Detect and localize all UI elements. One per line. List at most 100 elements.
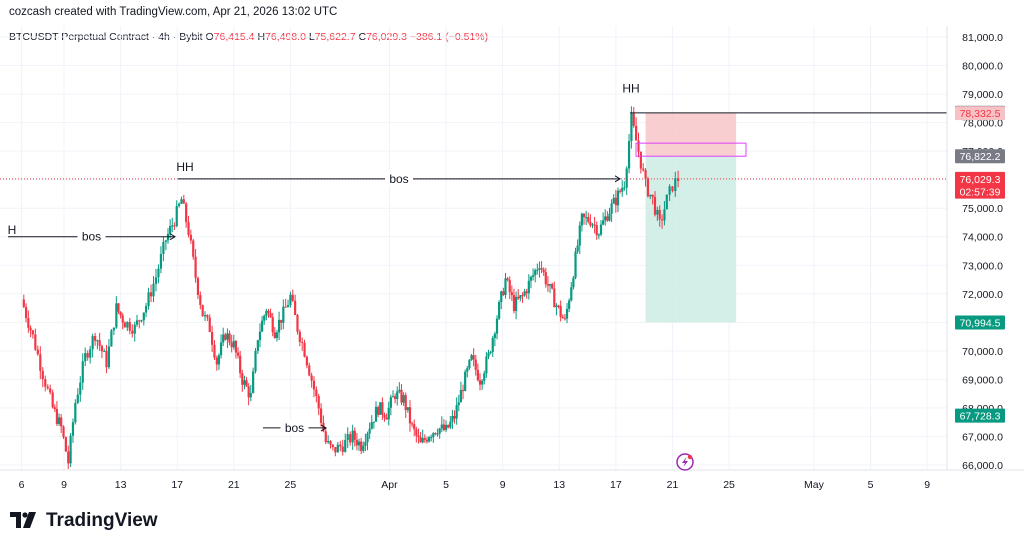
candle-body [440,424,443,429]
price-tag [955,149,1005,164]
candle-body [459,390,463,403]
price-tick-label: 80,000.0 [962,61,1003,73]
candle-body [474,359,477,370]
candle-body [128,321,131,331]
candle-body [370,422,373,429]
bos-label-bg [77,228,106,244]
candle-body [152,283,155,297]
candle-body [39,354,42,371]
price-tag-label: 02:57:39 [960,187,1001,199]
chart-caption: cozcash created with TradingView.com, Ap… [9,6,337,18]
swing-label: HH [176,160,193,174]
candle-body [514,296,518,311]
candle-body [555,305,558,308]
candle-body [258,331,262,341]
candle-body [294,300,297,315]
bos-label: bos [285,421,304,435]
candle-body [656,209,659,215]
candle-body [417,435,420,438]
candle-body [616,190,620,206]
candle-body [453,415,456,419]
candle-body [637,140,640,152]
candle-body [360,441,363,451]
candle-body [632,113,635,126]
candle-body [154,277,158,284]
candle-body [506,278,509,280]
candle-body [398,389,401,392]
candle-body [329,441,332,445]
tradingview-logo[interactable]: TradingView [10,510,158,532]
candle-body [481,380,484,385]
candle-body [254,351,257,372]
candle-body [301,341,304,343]
candle-body [495,318,499,334]
candle-body [138,320,141,322]
candle-body [362,445,365,451]
candle-body [364,442,367,446]
candle-body [546,284,550,286]
swing-label: H [8,223,17,237]
candle-body [668,186,671,195]
candle-body [230,342,233,348]
tradingview-brand-text: TradingView [46,510,158,531]
candle-body [305,356,309,366]
swing-label: HH [622,82,639,96]
candle-body [291,294,294,301]
candle-body [432,433,435,437]
candle-body [419,437,422,443]
candle-body [557,305,560,307]
candle-body [585,217,588,219]
candle-body [27,317,30,328]
candle-body [504,278,507,295]
candle-body [510,292,513,296]
candle-body [606,216,609,221]
price-tick-label: 67,000.0 [962,431,1003,443]
price-tag-label: 67,728.3 [960,411,1001,423]
candle-body [553,288,556,308]
price-tick-label: 75,000.0 [962,203,1003,215]
candle-body [249,392,252,398]
order-block-box [635,142,747,157]
candle-body [76,394,79,403]
time-tick-label: 25 [723,479,735,491]
candle-body [366,433,369,443]
candle-body [317,395,320,409]
candle-body [217,355,221,365]
candle-body [185,203,188,223]
candle-body [447,424,450,428]
price-tag [955,106,1005,121]
bos-arrowhead [320,424,327,432]
candle-body [222,334,225,343]
candle-body [427,437,431,442]
candle-body [94,336,97,341]
candle-body [121,315,124,323]
time-tick-label: May [804,479,825,491]
time-tick-label: 9 [924,479,930,491]
candle-body [336,444,339,453]
take-profit-zone [645,156,737,323]
candle-body [544,272,547,285]
alert-icon[interactable] [676,453,694,471]
candle-body [149,292,153,297]
candle-body [282,306,285,323]
candle-body [663,209,666,221]
candle-body [29,327,32,331]
price-tag-label: 78,332.5 [960,108,1001,120]
candle-body [455,405,458,419]
candle-body [565,308,569,319]
position-zones [645,113,737,323]
price-tick-label: 81,000.0 [962,32,1003,44]
candle-body [310,375,313,381]
candle-body [346,434,349,441]
candle-body [105,350,108,368]
price-tick-label: 73,000.0 [962,260,1003,272]
candle-body [284,306,287,308]
candle-body [49,388,52,393]
candle-body [228,333,231,343]
time-tick-label: 21 [667,479,679,491]
candle-body [351,430,354,443]
tradingview-logo-icon [10,512,36,528]
candle-body [377,406,380,415]
candle-body [226,333,229,340]
